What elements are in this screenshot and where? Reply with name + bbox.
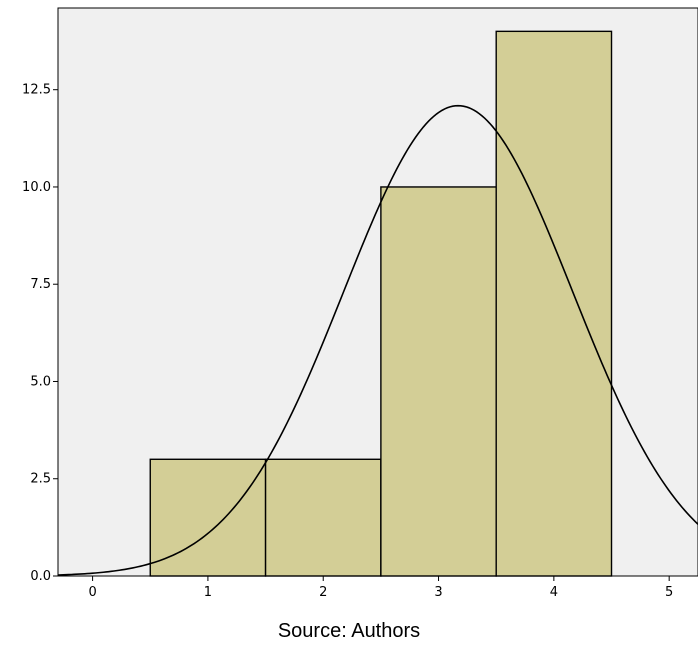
y-tick-label: 7.5: [30, 277, 51, 292]
x-tick-label: 4: [550, 585, 558, 600]
y-tick-label: 12.5: [22, 83, 51, 98]
x-tick-label: 2: [319, 585, 327, 600]
histogram-bar: [495, 30, 613, 577]
histogram-bar: [264, 458, 382, 577]
y-tick-label: 5.0: [30, 374, 51, 389]
x-axis: 0 1 2 3 4 5: [88, 576, 673, 600]
bars: [149, 30, 613, 577]
source-caption: Source: Authors: [277, 620, 421, 642]
x-tick-label: 1: [204, 585, 212, 600]
histogram-bar: [380, 186, 497, 577]
histogram-chart: 0 1 2 3 4 5 0.0 2.5 5.0 7.5 10.0 12.5: [22, 7, 698, 600]
y-tick-label: 2.5: [30, 472, 51, 487]
y-tick-label: 0.0: [30, 569, 51, 584]
normal-curve: [57, 104, 698, 576]
x-tick-label: 0: [88, 585, 96, 600]
y-tick-label: 10.0: [22, 180, 51, 195]
histogram-bar: [149, 458, 267, 577]
y-axis: 0.0 2.5 5.0 7.5 10.0 12.5: [22, 83, 58, 584]
x-tick-label: 5: [665, 585, 673, 600]
x-tick-label: 3: [434, 585, 442, 600]
